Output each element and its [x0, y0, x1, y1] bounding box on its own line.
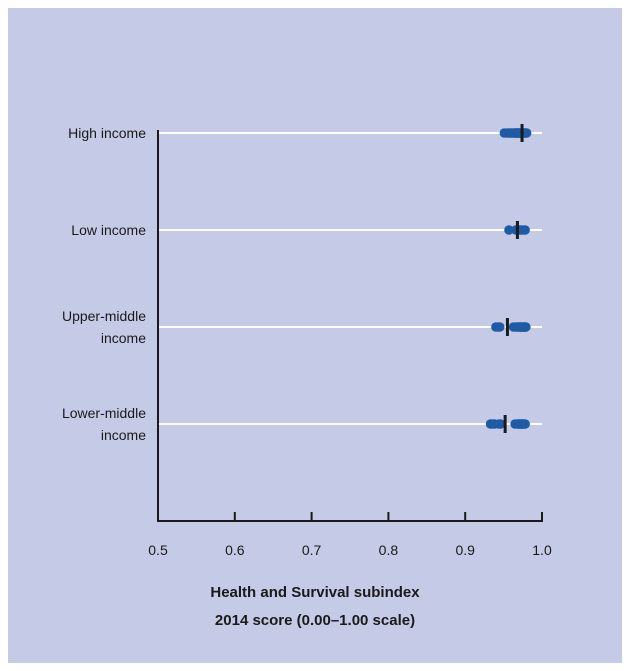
x-tick-label-0.8: 0.8 — [379, 542, 399, 558]
category-label-2: Low income — [6, 219, 146, 241]
category-label-4: Lower-middle income — [6, 402, 146, 446]
x-tick-label-0.5: 0.5 — [148, 542, 168, 558]
data-point-row3-16 — [521, 322, 531, 332]
x-axis-title-line-1: Health and Survival subindex — [210, 584, 420, 601]
data-point-row2-7 — [520, 225, 530, 235]
category-label-3-line-2: income — [100, 330, 146, 346]
category-label-1: High income — [6, 122, 146, 144]
chart-panel — [8, 8, 622, 663]
category-label-4-line-1: Lower-middle — [61, 405, 146, 421]
category-label-1-line-1: High income — [68, 125, 146, 141]
category-label-4-line-2: income — [100, 427, 146, 443]
category-label-3-line-1: Upper-middle — [61, 308, 146, 324]
data-point-row4-16 — [520, 419, 530, 429]
category-label-2-line-1: Low income — [71, 222, 146, 238]
data-point-row3-3 — [494, 322, 505, 332]
category-label-3: Upper-middle income — [6, 305, 146, 349]
x-tick-label-0.6: 0.6 — [225, 542, 245, 558]
data-point-row4-5 — [495, 419, 506, 429]
x-tick-label-0.9: 0.9 — [455, 542, 475, 558]
x-tick-label-0.7: 0.7 — [302, 542, 322, 558]
data-point-row2-1 — [504, 225, 514, 235]
x-tick-label-1.0: 1.0 — [532, 542, 552, 558]
x-axis-title-line-2: 2014 score (0.00–1.00 scale) — [214, 612, 416, 629]
data-point-row1-22 — [521, 128, 532, 138]
